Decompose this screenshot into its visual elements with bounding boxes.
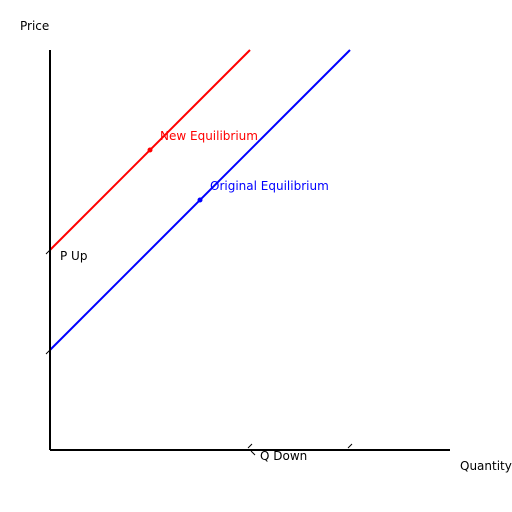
tick-mark — [250, 450, 256, 456]
equilibrium-point-2 — [197, 197, 203, 203]
equilibrium-label-1: New Equilibrium — [160, 129, 258, 143]
x-axis-label: Quantity — [460, 459, 512, 473]
tick-mark — [347, 443, 353, 449]
equilibrium-label-2: Original Equilibrium — [210, 179, 329, 193]
y-axis-label: Price — [20, 19, 49, 33]
tick-mark — [247, 443, 253, 449]
annotation-1: P Up — [60, 249, 87, 263]
annotation-2: Q Down — [260, 449, 307, 463]
plot-area: New Equilibrium Original Equilibrium P Up Q… — [45, 49, 353, 463]
equilibrium-point-1 — [147, 147, 153, 153]
